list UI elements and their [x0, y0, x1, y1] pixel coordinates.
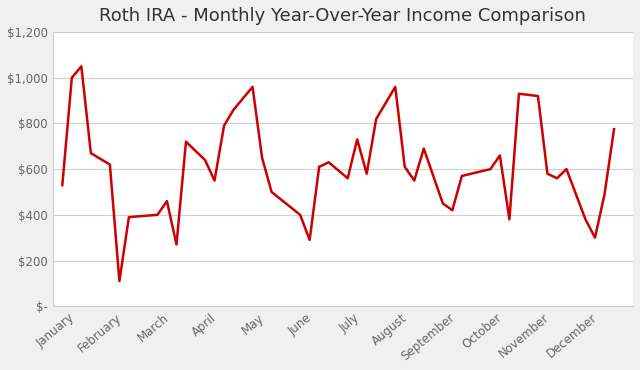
Title: Roth IRA - Monthly Year-Over-Year Income Comparison: Roth IRA - Monthly Year-Over-Year Income… — [99, 7, 586, 25]
